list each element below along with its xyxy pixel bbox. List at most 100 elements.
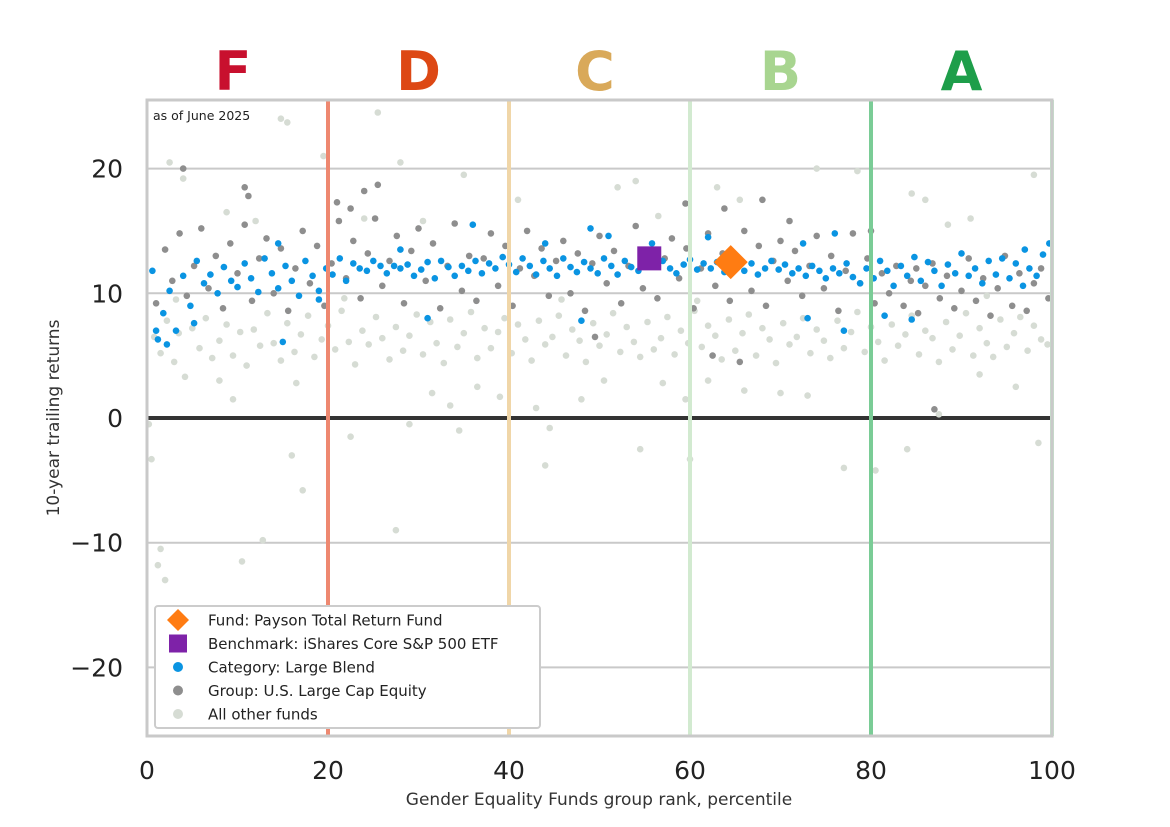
legend: Fund: Payson Total Return Fund Benchmark:…: [154, 605, 541, 729]
point-all-other-funds: [759, 324, 766, 332]
point-category-large-blend: [829, 265, 837, 272]
point-category-large-blend: [512, 268, 520, 276]
point-all-other-funds: [379, 334, 386, 342]
point-all-other-funds: [732, 347, 739, 355]
point-group-u-s-large-cap-equity: [675, 275, 683, 282]
point-all-other-funds: [374, 109, 382, 116]
point-category-large-blend: [1021, 246, 1029, 253]
point-all-other-funds: [902, 331, 909, 338]
point-group-u-s-large-cap-equity: [842, 267, 849, 275]
point-all-other-funds: [671, 351, 678, 358]
point-all-other-funds: [359, 327, 366, 335]
point-all-other-funds: [386, 356, 393, 363]
point-all-other-funds: [392, 526, 400, 534]
point-all-other-funds: [1030, 322, 1038, 330]
point-category-large-blend: [329, 271, 336, 278]
point-all-other-funds: [446, 316, 454, 323]
point-all-other-funds: [589, 319, 597, 327]
point-all-other-funds: [834, 317, 841, 325]
point-all-other-funds: [888, 321, 896, 328]
point-all-other-funds: [270, 339, 278, 347]
point-all-other-funds: [603, 331, 610, 338]
point-category-large-blend: [816, 267, 823, 275]
point-group-u-s-large-cap-equity: [179, 165, 187, 172]
point-all-other-funds: [632, 177, 639, 185]
diamond-icon: [167, 609, 189, 631]
point-all-other-funds: [908, 190, 915, 197]
point-all-other-funds: [903, 445, 911, 453]
point-all-other-funds: [277, 357, 285, 364]
point-category-large-blend: [1019, 282, 1027, 290]
point-category-large-blend: [931, 267, 938, 275]
point-all-other-funds: [693, 297, 701, 305]
point-all-other-funds: [1010, 329, 1018, 337]
point-group-u-s-large-cap-equity: [374, 181, 382, 189]
point-category-large-blend: [541, 240, 549, 247]
point-category-large-blend: [315, 296, 323, 303]
point-all-other-funds: [1030, 171, 1038, 179]
point-group-u-s-large-cap-equity: [299, 227, 307, 235]
point-all-other-funds: [569, 326, 576, 333]
point-category-large-blend: [580, 258, 588, 266]
circle-icon: [173, 685, 183, 696]
point-all-other-funds: [664, 313, 671, 321]
point-all-other-funds: [894, 342, 902, 350]
point-category-large-blend: [163, 341, 171, 348]
point-group-u-s-large-cap-equity: [979, 275, 987, 282]
point-category-large-blend: [363, 267, 371, 275]
point-group-u-s-large-cap-equity: [567, 290, 574, 297]
point-all-other-funds: [320, 152, 327, 160]
point-category-large-blend: [424, 258, 431, 266]
point-category-large-blend: [200, 280, 208, 287]
point-category-large-blend: [822, 275, 830, 282]
point-group-u-s-large-cap-equity: [523, 227, 531, 235]
point-group-u-s-large-cap-equity: [400, 300, 408, 307]
point-all-other-funds: [161, 576, 169, 584]
point-all-other-funds: [1003, 343, 1011, 351]
point-category-large-blend: [808, 262, 816, 270]
point-all-other-funds: [1017, 313, 1024, 321]
point-group-u-s-large-cap-equity: [1030, 280, 1038, 287]
point-category-large-blend: [560, 255, 567, 262]
point-category-large-blend: [279, 338, 287, 346]
point-group-u-s-large-cap-equity: [473, 297, 480, 305]
point-all-other-funds: [609, 309, 617, 317]
grade-label-b: B: [760, 40, 801, 103]
point-all-other-funds: [460, 171, 468, 179]
point-all-other-funds: [636, 353, 644, 361]
point-category-large-blend: [680, 261, 687, 268]
point-group-u-s-large-cap-equity: [726, 297, 734, 305]
point-category-large-blend: [903, 272, 911, 280]
point-category-large-blend: [673, 270, 680, 277]
point-category-large-blend: [336, 255, 344, 262]
point-all-other-funds: [752, 352, 760, 359]
point-all-other-funds: [460, 329, 468, 337]
point-all-other-funds: [208, 354, 216, 362]
point-all-other-funds: [522, 336, 529, 343]
point-all-other-funds: [148, 455, 155, 463]
point-group-u-s-large-cap-equity: [965, 255, 972, 262]
point-group-u-s-large-cap-equity: [668, 235, 676, 242]
point-category-large-blend: [152, 327, 160, 335]
point-all-other-funds: [419, 217, 427, 225]
point-group-u-s-large-cap-equity: [241, 184, 248, 191]
point-all-other-funds: [657, 334, 665, 342]
point-group-u-s-large-cap-equity: [914, 309, 922, 317]
point-group-u-s-large-cap-equity: [610, 247, 618, 255]
point-all-other-funds: [558, 296, 565, 303]
point-all-other-funds: [713, 184, 721, 191]
point-category-large-blend: [979, 280, 986, 287]
point-all-other-funds: [541, 462, 549, 469]
point-all-other-funds: [392, 323, 400, 331]
point-all-other-funds: [229, 396, 237, 403]
point-group-u-s-large-cap-equity: [335, 217, 343, 225]
point-category-large-blend: [295, 292, 303, 300]
point-all-other-funds: [922, 327, 929, 335]
grade-label-a: A: [941, 40, 983, 103]
point-all-other-funds: [293, 379, 300, 387]
point-group-u-s-large-cap-equity: [893, 262, 900, 270]
circle-icon: [173, 709, 183, 719]
point-group-u-s-large-cap-equity: [748, 287, 755, 295]
point-category-large-blend: [938, 282, 945, 290]
point-all-other-funds: [813, 326, 820, 333]
